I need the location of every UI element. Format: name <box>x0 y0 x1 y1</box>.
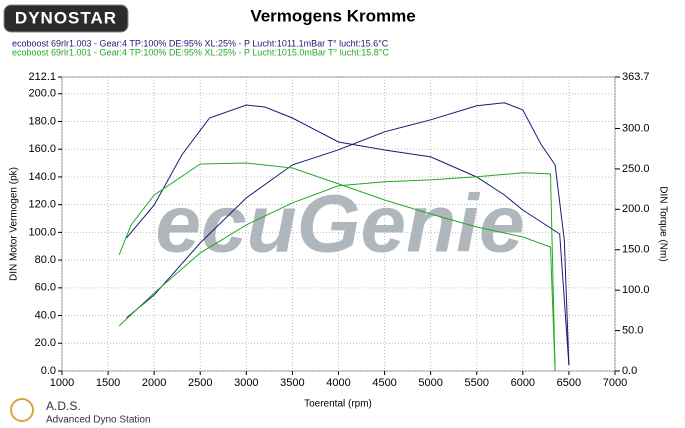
y-tick-label: 140.0 <box>28 171 56 183</box>
y2-tick-label: 250.0 <box>622 163 650 175</box>
footer-subtitle: Advanced Dyno Station <box>46 415 151 426</box>
series-line <box>118 162 556 372</box>
x-tick-label: 1500 <box>96 377 120 389</box>
footer-brand: A.D.S. <box>46 399 81 413</box>
series-line <box>126 102 570 366</box>
y2-tick-label: 150.0 <box>622 244 650 256</box>
x-tick-label: 5500 <box>465 377 489 389</box>
x-tick-label: 4000 <box>326 377 350 389</box>
y2-tick-label: 0.0 <box>622 365 637 377</box>
watermark: ecuGenie <box>155 179 524 270</box>
x-axis-label: Toerental (rpm) <box>304 399 372 410</box>
y2-axis-label: DIN Torque (Nm) <box>657 186 668 261</box>
y2-tick-label: 300.0 <box>622 122 650 134</box>
series-line <box>118 172 556 372</box>
x-tick-label: 4500 <box>372 377 396 389</box>
y-tick-label: 200.0 <box>28 88 56 100</box>
y2-tick-label: 50.0 <box>622 324 643 336</box>
y-tick-label: 40.0 <box>35 309 56 321</box>
y-axis-label: DIN Motor Vermogen (pk) <box>9 167 20 281</box>
y-tick-label: 120.0 <box>28 199 56 211</box>
y-tick-label: 160.0 <box>28 143 56 155</box>
y-tick-label: 100.0 <box>28 226 56 238</box>
y2-tick-label: 200.0 <box>622 203 650 215</box>
logo: DYNOSTAR <box>15 8 117 27</box>
ads-emblem <box>10 398 34 422</box>
y-tick-label: 212.1 <box>28 71 56 83</box>
x-tick-label: 1000 <box>50 377 74 389</box>
x-tick-label: 2500 <box>188 377 212 389</box>
series-line <box>126 104 570 366</box>
x-tick-label: 3000 <box>234 377 258 389</box>
y-tick-label: 0.0 <box>41 365 56 377</box>
y-tick-label: 180.0 <box>28 115 56 127</box>
legend-entry: ecoboost 69rlr1.003 - Gear:4 TP:100% DE:… <box>12 38 389 48</box>
y2-tick-label: 100.0 <box>622 284 650 296</box>
x-tick-label: 5000 <box>418 377 442 389</box>
y-tick-label: 80.0 <box>35 254 56 266</box>
legend-entry: ecoboost 69rlr1.001 - Gear:4 TP:100% DE:… <box>12 47 389 57</box>
logo-box <box>3 4 129 33</box>
chart-title: Vermogens Kromme <box>250 6 415 25</box>
y-tick-label: 60.0 <box>35 282 56 294</box>
x-tick-label: 7000 <box>603 377 627 389</box>
x-tick-label: 6000 <box>511 377 535 389</box>
x-tick-label: 6500 <box>557 377 581 389</box>
y2-tick-label: 363.7 <box>622 71 650 83</box>
y-tick-label: 20.0 <box>35 337 56 349</box>
x-tick-label: 2000 <box>142 377 166 389</box>
x-tick-label: 3500 <box>280 377 304 389</box>
